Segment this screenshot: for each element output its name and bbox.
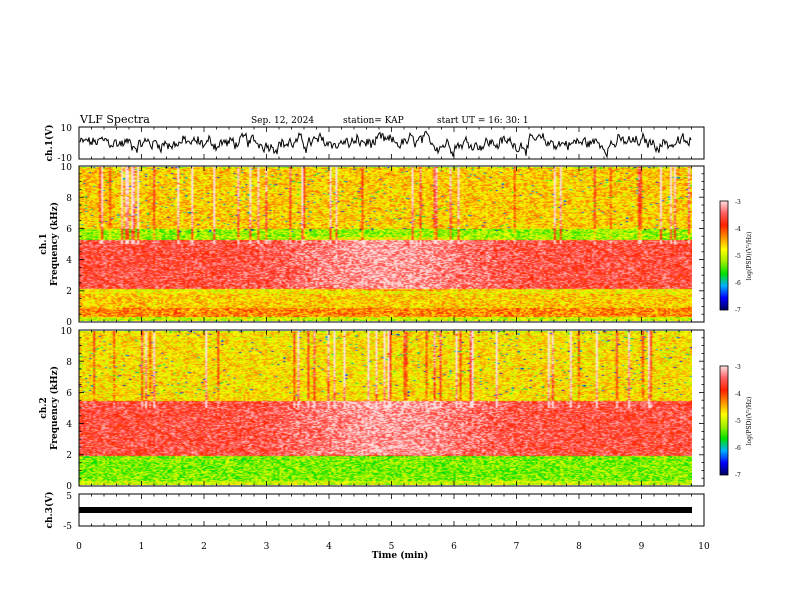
ch1-voltage-frame [78,126,705,160]
ch2-spectrogram-panel: 0 2 4 6 8 10 ch.2Frequency (kHz) -3 -4 -… [39,327,753,492]
ch2-cb-tick-3: -3 [735,364,741,371]
start-time-label: start UT = 16: 30: 1 [437,116,529,126]
ch2-channel-line: ch.2 [39,397,49,418]
x-tick-labels: 0 1 2 3 4 5 6 7 8 9 10 [76,542,710,552]
axis-ticks [78,127,705,526]
ch2-ytick-8: 8 [66,358,72,368]
ch3-voltage-trace [79,507,692,513]
ch1-ytick-bottom: -10 [58,154,73,164]
ch2-cb-tick-4: -4 [735,391,741,398]
ch1-ytick-2: 2 [66,287,72,297]
x-tick-label-8: 8 [576,542,582,552]
ch1-cb-tick-3: -3 [735,199,741,206]
ch2-frequency-line: Frequency (kHz) [49,366,60,450]
x-tick-label-3: 3 [264,542,270,552]
ch3-ytick-top: 5 [66,492,72,502]
ch2-ytick-4: 4 [66,420,72,430]
ch2-cb-tick-5: -5 [735,418,741,425]
ch1-channel-line: ch.1 [39,233,49,254]
figure-title: VLF Spectra [79,113,150,126]
ch2-channel-label: ch.2Frequency (kHz) [39,366,60,450]
ch1-cb-tick-6: -6 [735,280,741,287]
x-tick-label-4: 4 [326,542,332,552]
ch1-colorbar-frame [719,200,729,311]
ch1-colorbar [720,201,728,310]
x-tick-label-10: 10 [698,542,710,552]
ch1-ytick-10: 10 [61,163,73,173]
ch1-voltage-trace [79,130,692,159]
ch1-colorbar-label: log(PSD)(V²/Hz) [746,232,753,281]
ch1-spectrogram-image [79,167,692,321]
x-tick-label-9: 9 [639,542,645,552]
ch3-ytick-bottom: -5 [63,522,72,532]
x-tick-label-6: 6 [451,542,457,552]
x-tick-label-7: 7 [514,542,520,552]
ch2-cb-tick-6: -6 [735,445,741,452]
ch1-spectrogram-panel: 0 2 4 6 8 10 ch.1Frequency (kHz) -3 -4 -… [39,163,753,328]
ch1-ytick-6: 6 [66,225,72,235]
ch1-ytick-4: 4 [66,256,72,266]
ch2-spectrogram-image [79,331,692,485]
ch1-ytick-top: 10 [61,124,73,134]
ch2-cb-tick-7: -7 [735,472,741,479]
ch1-channel-label: ch.1Frequency (kHz) [39,202,60,286]
date-label: Sep. 12, 2024 [251,116,314,126]
x-tick-label-1: 1 [139,542,145,552]
ch1-ytick-0: 0 [66,318,72,328]
x-tick-label-5: 5 [389,542,395,552]
ch2-ytick-10: 10 [61,327,73,337]
x-tick-label-0: 0 [76,542,82,552]
ch1-ytick-8: 8 [66,194,72,204]
ch1-voltage-ylabel: ch.1(V) [44,125,55,162]
ch2-colorbar-frame [719,365,729,476]
ch2-colorbar [720,366,728,475]
ch1-cb-tick-5: -5 [735,253,741,260]
ch3-voltage-ylabel: ch.3(V) [44,492,55,529]
ch1-cb-tick-7: -7 [735,307,741,314]
ch2-ytick-2: 2 [66,451,72,461]
ch1-frequency-line: Frequency (kHz) [49,202,60,286]
ch2-colorbar-label: log(PSD)(V²/Hz) [746,397,753,446]
ch2-ytick-6: 6 [66,389,72,399]
ch1-voltage-panel: 10 -10 ch.1(V) [44,124,705,164]
ch3-voltage-panel: 5 -5 ch.3(V) Time (min) [44,492,705,561]
x-axis-label: Time (min) [372,550,429,561]
x-tick-label-2: 2 [201,542,207,552]
ch1-cb-tick-4: -4 [735,226,741,233]
ch2-ytick-0: 0 [66,482,72,492]
station-label: station= KAP [343,116,404,126]
